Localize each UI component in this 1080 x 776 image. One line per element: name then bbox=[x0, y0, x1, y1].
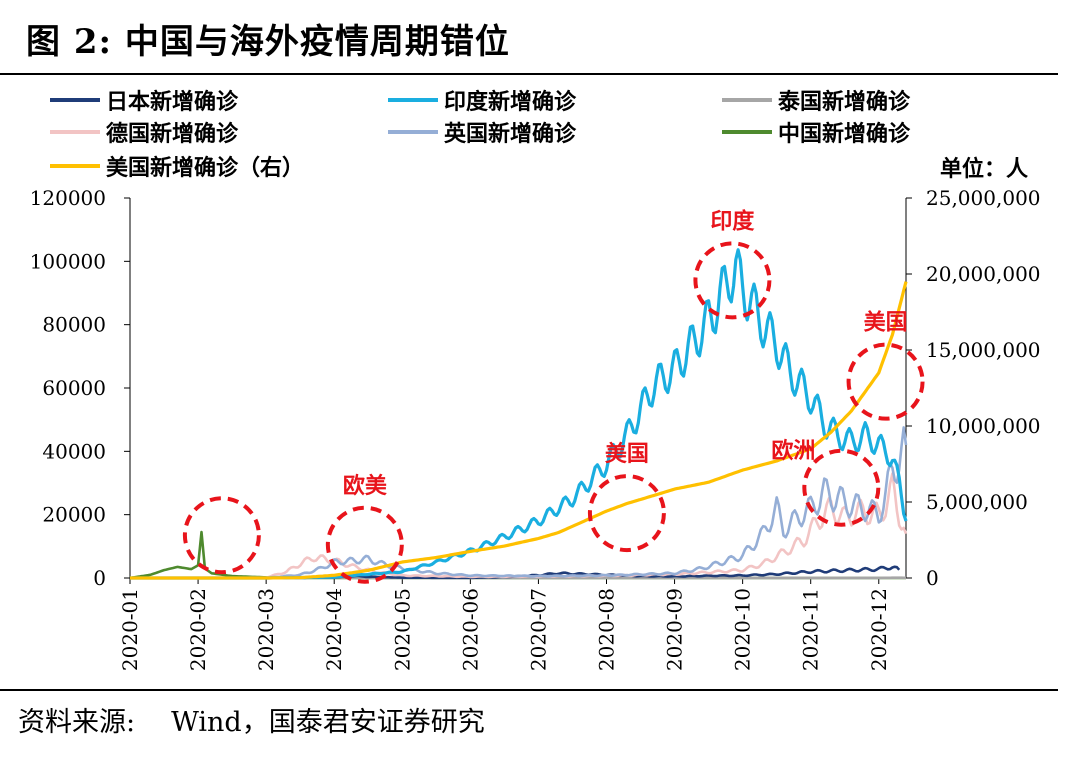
source-label: 资料来源: bbox=[18, 707, 136, 738]
y-right-tick-label: 15,000,000 bbox=[926, 338, 1041, 362]
y-left-tick-label: 0 bbox=[93, 566, 106, 590]
legend-label-uk: 英国新增确诊 bbox=[444, 121, 577, 147]
legend-label-thailand: 泰国新增确诊 bbox=[777, 89, 911, 115]
annotation-label: 欧洲 bbox=[771, 438, 815, 464]
y-left-tick-label: 100000 bbox=[30, 249, 106, 273]
y-left-tick-label: 80000 bbox=[42, 313, 106, 337]
top-rule bbox=[0, 73, 1058, 75]
annotation-circle bbox=[325, 505, 404, 584]
x-tick-label: 2020-09 bbox=[663, 588, 687, 671]
annotation-label: 欧美 bbox=[343, 473, 388, 499]
unit-label: 单位：人 bbox=[940, 156, 1028, 182]
annotation-circle bbox=[587, 474, 666, 553]
legend-label-germany: 德国新增确诊 bbox=[106, 121, 239, 147]
legend-label-china: 中国新增确诊 bbox=[778, 121, 911, 147]
axes: 0 20000 40000 60000 80000 100000 120000 0 5,000,… bbox=[30, 186, 1041, 671]
x-tick-label: 2020-06 bbox=[458, 588, 482, 671]
x-tick-label: 2020-02 bbox=[186, 588, 210, 671]
annotation-circle bbox=[182, 496, 261, 575]
annotation-circle bbox=[802, 448, 881, 527]
y-left-tick-label: 60000 bbox=[42, 376, 106, 400]
x-tick-label: 2020-12 bbox=[867, 588, 891, 671]
legend-label-india: 印度新增确诊 bbox=[444, 89, 577, 115]
source-text: Wind，国泰君安证券研究 bbox=[171, 707, 485, 738]
annotation-circle bbox=[846, 342, 925, 421]
y-right-tick-label: 0 bbox=[926, 566, 939, 590]
x-tick-label: 2020-05 bbox=[390, 588, 414, 671]
bottom-rule bbox=[0, 689, 1058, 691]
x-tick-label: 2020-03 bbox=[254, 588, 278, 671]
y-left-tick-label: 120000 bbox=[30, 186, 106, 210]
annotation-label: 美国 bbox=[605, 441, 649, 467]
x-tick-label: 2020-07 bbox=[526, 588, 550, 671]
series-line-china bbox=[129, 530, 906, 580]
figure-title: 图 2: 中国与海外疫情周期错位 bbox=[26, 22, 510, 62]
y-right-tick-label: 20,000,000 bbox=[926, 262, 1041, 286]
x-tick-label: 2020-04 bbox=[322, 588, 346, 671]
series-group bbox=[129, 248, 908, 580]
x-tick-label: 2020-10 bbox=[731, 588, 755, 671]
y-right-tick-label: 5,000,000 bbox=[926, 490, 1028, 514]
y-right-tick-label: 10,000,000 bbox=[926, 414, 1041, 438]
annotation-label: 印度 bbox=[710, 208, 755, 234]
x-tick-label: 2020-11 bbox=[799, 588, 823, 671]
legend-label-japan: 日本新增确诊 bbox=[106, 89, 239, 115]
y-left-tick-label: 40000 bbox=[42, 439, 106, 463]
series-line-usa bbox=[130, 281, 908, 580]
annotation-label: 美国 bbox=[864, 310, 908, 336]
legend-label-usa: 美国新增确诊（右） bbox=[106, 155, 304, 181]
x-tick-label: 2020-01 bbox=[118, 588, 142, 671]
source-note: 资料来源: Wind，国泰君安证券研究 bbox=[18, 700, 485, 739]
y-right-tick-label: 25,000,000 bbox=[926, 186, 1041, 210]
x-tick-label: 2020-08 bbox=[594, 588, 618, 671]
y-left-tick-label: 20000 bbox=[42, 503, 106, 527]
